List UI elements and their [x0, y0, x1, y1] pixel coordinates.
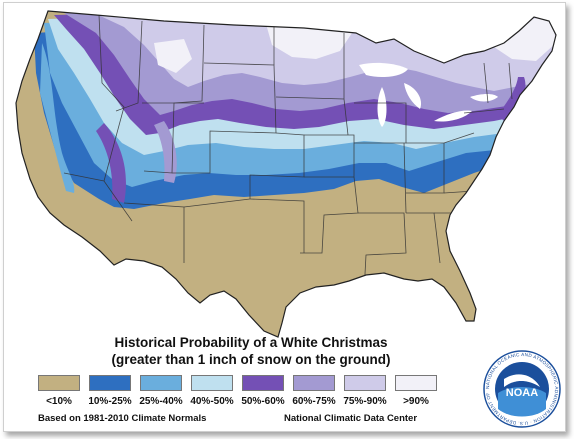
map-title: Historical Probability of a White Christ… — [114, 335, 388, 350]
legend-item: >90% — [391, 375, 443, 413]
legend-label: 50%-60% — [241, 396, 285, 407]
legend-swatch — [140, 375, 182, 391]
lake-erie — [434, 110, 472, 122]
state-borders — [63, 14, 513, 294]
legend-swatch — [191, 375, 233, 391]
legend-item: 10%-25% — [85, 375, 137, 413]
zone-colorado-rockies — [154, 121, 177, 183]
legend-item: 40%-50% — [187, 375, 239, 413]
legend-label: 10%-25% — [88, 396, 132, 407]
us-map — [15, 10, 557, 338]
map-title-block: Historical Probability of a White Christ… — [86, 334, 416, 368]
zone-cascades — [40, 43, 75, 193]
legend-item: <10% — [34, 375, 86, 413]
legend-swatch — [242, 375, 284, 391]
footer-left: Based on 1981-2010 Climate Normals — [38, 413, 207, 424]
us-outline — [15, 10, 557, 338]
zone-over-90-rockies — [154, 39, 192, 73]
legend-item: 25%-40% — [136, 375, 188, 413]
footer-right: National Climatic Data Center — [284, 413, 418, 424]
legend-label: <10% — [46, 396, 72, 407]
legend-item: 50%-60% — [238, 375, 290, 413]
lake-ontario — [470, 94, 498, 102]
legend-label: >90% — [403, 396, 429, 407]
legend-swatch — [344, 375, 386, 391]
lake-michigan — [377, 87, 387, 127]
lake-superior — [359, 62, 408, 77]
noaa-logo-icon: NOAA NATIONAL OCEANIC AND ATMOSPHERIC AD… — [482, 349, 561, 428]
legend-swatch — [38, 375, 80, 391]
map-subtitle: (greater than 1 inch of snow on the grou… — [111, 352, 391, 367]
legend-item: 60%-75% — [289, 375, 341, 413]
legend-label: 40%-50% — [190, 396, 234, 407]
zone-wasatch — [96, 123, 126, 203]
noaa-logo-text: NOAA — [506, 387, 538, 399]
legend: <10% 10%-25% 25%-40% 40%-50% 50%-60% 60%-75% 7… — [34, 375, 454, 415]
lake-huron — [404, 83, 422, 109]
legend-label: 60%-75% — [292, 396, 336, 407]
legend-label: 25%-40% — [139, 396, 183, 407]
legend-label: 75%-90% — [343, 396, 387, 407]
legend-swatch — [293, 375, 335, 391]
legend-swatch — [395, 375, 437, 391]
legend-swatch — [89, 375, 131, 391]
map-frame: Historical Probability of a White Christ… — [3, 2, 566, 432]
legend-item: 75%-90% — [340, 375, 392, 413]
